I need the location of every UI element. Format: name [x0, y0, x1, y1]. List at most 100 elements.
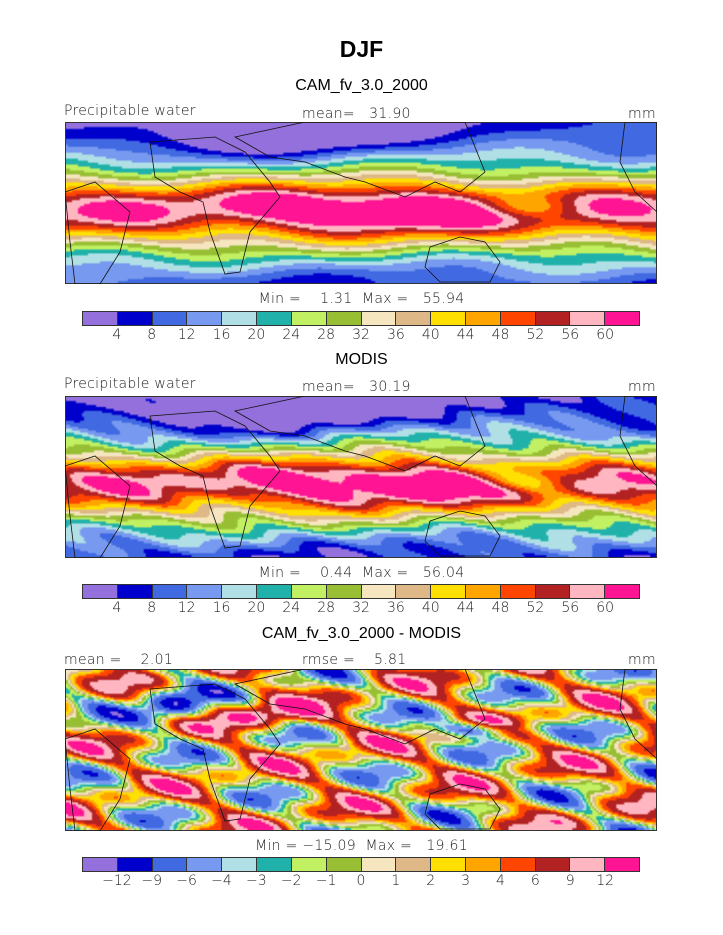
colorbar-swatch	[83, 312, 118, 325]
colorbar-swatch	[326, 585, 362, 598]
colorbar-swatch	[117, 585, 153, 598]
colorbar-tick-label: −6	[176, 873, 197, 889]
colorbar-tick-label: 4	[112, 600, 122, 616]
colorbar-tick-label: 4	[112, 327, 122, 343]
colorbar-swatch	[291, 312, 327, 325]
panel-3-mean-label: mean = 2.01	[64, 652, 174, 668]
colorbar-tick-label: 28	[317, 327, 336, 343]
colorbar-swatch	[431, 858, 466, 871]
colorbar-tick-label: 36	[386, 600, 405, 616]
panel-3-title: CAM_fv_3.0_2000 - MODIS	[261, 625, 462, 642]
colorbar-tick-label: 48	[491, 600, 510, 616]
colorbar-swatch	[535, 312, 571, 325]
panel-2-map	[65, 396, 657, 558]
panel-3-minmax: Min = −15.09 Max = 19.61	[255, 838, 468, 854]
colorbar-tick-label: 52	[526, 327, 545, 343]
colorbar-tick-label: 52	[526, 600, 545, 616]
colorbar-swatch	[605, 312, 639, 325]
colorbar-swatch	[117, 858, 153, 871]
colorbar-tick-label: 40	[421, 600, 440, 616]
colorbar-tick-label: 16	[212, 327, 231, 343]
colorbar-swatch	[83, 585, 118, 598]
colorbar-tick-label: 40	[421, 327, 440, 343]
colorbar-tick-label: 60	[596, 327, 615, 343]
colorbar-swatch	[291, 858, 327, 871]
colorbar-tick-label: 12	[596, 873, 615, 889]
panel-3-rmse-label: rmse = 5.81	[302, 652, 407, 668]
colorbar-tick-label: 28	[317, 600, 336, 616]
colorbar-tick-label: 32	[352, 327, 370, 343]
colorbar-swatch	[361, 858, 397, 871]
colorbar-swatch	[187, 858, 223, 871]
colorbar-swatch	[396, 312, 432, 325]
panel-2-colorbar-ticks: 4 8 12 16 20 24 28 32 36 40 44 48 52 56 60	[82, 600, 640, 616]
colorbar-tick-label: 12	[177, 600, 196, 616]
colorbar-swatch	[396, 858, 432, 871]
panel-2-units-label: mm	[628, 379, 656, 395]
colorbar-swatch	[535, 585, 571, 598]
colorbar-swatch	[500, 858, 536, 871]
colorbar-tick-label: −9	[141, 873, 163, 889]
colorbar-swatch	[570, 312, 606, 325]
colorbar-tick-label: −3	[246, 873, 267, 889]
colorbar-tick-label: 56	[561, 327, 580, 343]
colorbar-tick-label: 44	[456, 327, 475, 343]
panel-1-colorbar	[82, 311, 640, 326]
panel-1-units-label: mm	[628, 106, 656, 122]
colorbar-swatch	[431, 312, 466, 325]
colorbar-swatch	[500, 312, 536, 325]
colorbar-swatch	[361, 312, 397, 325]
colorbar-tick-label: 3	[461, 873, 471, 889]
panel-1-minmax: Min = 1.31 Max = 55.94	[258, 291, 465, 307]
colorbar-tick-label: 60	[596, 600, 615, 616]
colorbar-swatch	[326, 312, 362, 325]
colorbar-swatch	[361, 585, 397, 598]
panel-3-colorbar-ticks: −12 −9 −6 −4 −3 −2 −1 0 1 2 3 4 6 9 12	[82, 873, 640, 889]
colorbar-swatch	[187, 312, 223, 325]
panel-2-mean-label: mean= 30.19	[302, 379, 411, 395]
colorbar-swatch	[396, 585, 432, 598]
panel-3-map	[65, 669, 657, 831]
figure-title: DJF	[339, 36, 384, 62]
colorbar-swatch	[222, 585, 258, 598]
colorbar-tick-label: −1	[315, 873, 337, 889]
colorbar-swatch	[431, 585, 466, 598]
colorbar-tick-label: 20	[247, 600, 266, 616]
panel-1-mean-label: mean= 31.90	[302, 106, 411, 122]
colorbar-swatch	[257, 312, 292, 325]
colorbar-swatch	[570, 858, 606, 871]
colorbar-swatch	[187, 585, 223, 598]
colorbar-tick-label: 9	[565, 873, 575, 889]
panel-3-units-label: mm	[628, 652, 656, 668]
colorbar-tick-label: 20	[247, 327, 266, 343]
colorbar-tick-label: 44	[456, 600, 475, 616]
colorbar-swatch	[152, 585, 188, 598]
colorbar-swatch	[465, 585, 501, 598]
colorbar-swatch	[257, 585, 292, 598]
colorbar-tick-label: 6	[530, 873, 540, 889]
panel-1-title: CAM_fv_3.0_2000	[295, 77, 428, 94]
colorbar-tick-label: 0	[356, 873, 366, 889]
colorbar-swatch	[222, 312, 258, 325]
colorbar-tick-label: 48	[491, 327, 510, 343]
panel-2-title: MODIS	[335, 351, 388, 368]
colorbar-tick-label: 4	[496, 873, 505, 889]
colorbar-tick-label: 24	[282, 327, 301, 343]
colorbar-tick-label: 2	[426, 873, 436, 889]
colorbar-swatch	[291, 585, 327, 598]
colorbar-tick-label: 8	[147, 327, 157, 343]
panel-1-colorbar-ticks: 4 8 12 16 20 24 28 32 36 40 44 48 52 56 60	[82, 327, 640, 343]
colorbar-tick-label: 1	[391, 873, 401, 889]
colorbar-swatch	[152, 858, 188, 871]
colorbar-tick-label: 32	[352, 600, 370, 616]
panel-2-minmax: Min = 0.44 Max = 56.04	[258, 565, 465, 581]
colorbar-tick-label: −2	[280, 873, 302, 889]
colorbar-swatch	[570, 585, 606, 598]
colorbar-swatch	[605, 858, 639, 871]
panel-1-map	[65, 122, 657, 284]
colorbar-swatch	[152, 312, 188, 325]
colorbar-swatch	[257, 858, 292, 871]
colorbar-tick-label: 36	[386, 327, 405, 343]
colorbar-tick-label: −12	[102, 873, 132, 889]
